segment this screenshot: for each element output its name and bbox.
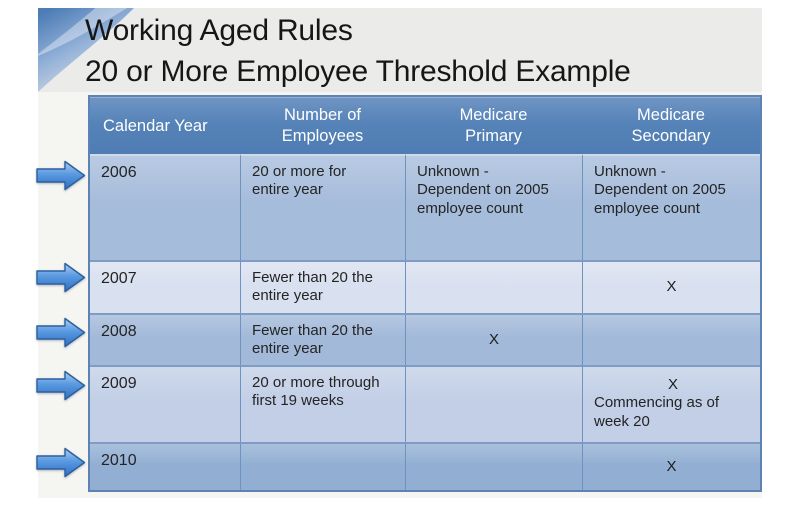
x-mark: X	[667, 376, 678, 393]
secondary-cell-2008	[582, 313, 760, 365]
row-pointer-arrow-icon	[36, 160, 86, 191]
corner-swoosh-decoration	[38, 8, 134, 92]
year-cell-2008: 2008	[90, 313, 240, 365]
row-pointer-arrow-icon	[36, 317, 86, 348]
x-mark: X	[666, 278, 677, 296]
header-cell-medicare-primary: Medicare Primary	[405, 97, 582, 154]
employees-cell-2008: Fewer than 20 the entire year	[240, 313, 405, 365]
secondary-cell-2010: X	[582, 442, 760, 490]
x-mark: X	[488, 330, 499, 348]
slide: Working Aged Rules 20 or More Employee T…	[38, 8, 762, 498]
title-line-2: 20 or More Employee Threshold Example	[85, 55, 631, 88]
secondary-cell-2006: Unknown - Dependent on 2005 employee cou…	[582, 154, 760, 260]
employees-cell-2009: 20 or more through first 19 weeks	[240, 365, 405, 442]
primary-cell-2006: Unknown - Dependent on 2005 employee cou…	[405, 154, 582, 260]
title-bar: Working Aged Rules 20 or More Employee T…	[38, 8, 762, 92]
year-cell-2010: 2010	[90, 442, 240, 490]
row-pointer-arrow-icon	[36, 447, 86, 478]
employees-cell-2006: 20 or more for entire year	[240, 154, 405, 260]
row-pointer-arrow-icon	[36, 370, 86, 401]
header-cell-calendar-year: Calendar Year	[90, 97, 240, 154]
header-cell-number-of-employees: Number of Employees	[240, 97, 405, 154]
row-pointer-arrow-icon	[36, 262, 86, 293]
title-line-1: Working Aged Rules	[85, 14, 353, 47]
primary-cell-2010	[405, 442, 582, 490]
header-cell-medicare-secondary: Medicare Secondary	[582, 97, 760, 154]
secondary-cell-2007: X	[582, 260, 760, 313]
year-cell-2009: 2009	[90, 365, 240, 442]
primary-cell-2007	[405, 260, 582, 313]
x-mark: X	[666, 457, 677, 475]
slide-title: Working Aged Rules 20 or More Employee T…	[85, 10, 758, 92]
primary-cell-2009	[405, 365, 582, 442]
medicare-threshold-table: Calendar Year Number of Employees Medica…	[88, 95, 762, 492]
employees-cell-2007: Fewer than 20 the entire year	[240, 260, 405, 313]
secondary-cell-2009: X Commencing as of week 20	[582, 365, 760, 442]
year-cell-2006: 2006	[90, 154, 240, 260]
year-cell-2007: 2007	[90, 260, 240, 313]
secondary-note: Commencing as of week 20	[594, 394, 720, 430]
employees-cell-2010	[240, 442, 405, 490]
primary-cell-2008: X	[405, 313, 582, 365]
